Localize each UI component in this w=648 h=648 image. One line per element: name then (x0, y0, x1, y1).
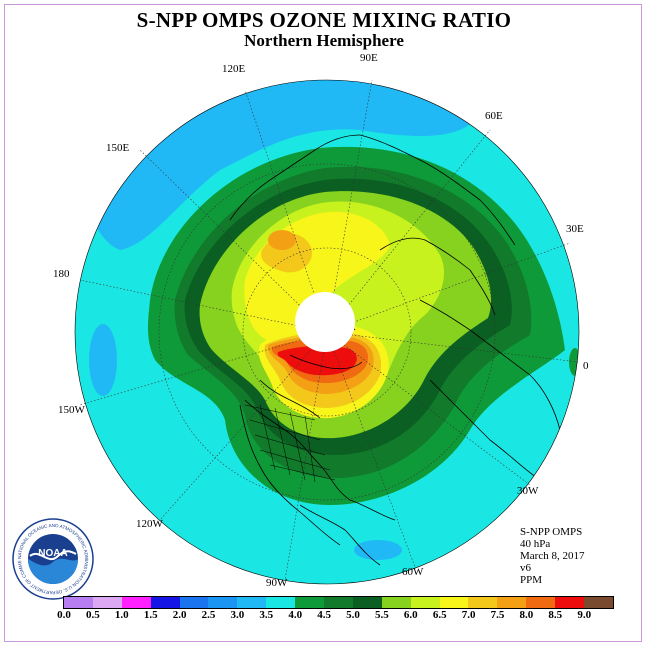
colorbar-swatch (439, 597, 469, 608)
coast-north-africa (429, 379, 541, 481)
colorbar-tick-label: 8.0 (519, 609, 534, 621)
colorbar-tick-label: 5.5 (375, 609, 389, 621)
info-version: v6 (520, 562, 531, 574)
info-instrument: S-NPP OMPS (520, 526, 583, 538)
colorbar (63, 596, 614, 609)
colorbar-swatch (526, 597, 556, 608)
colorbar-tick-label: 2.0 (172, 609, 187, 621)
coast-greenland (289, 354, 363, 370)
lon-label-150w: 150W (58, 404, 85, 416)
colorbar-swatch (237, 597, 267, 608)
field-7.5-patch (268, 230, 296, 250)
colorbar-tick-label: 6.5 (432, 609, 447, 621)
coast-north-america-west (239, 404, 341, 546)
figure-frame (4, 4, 642, 642)
info-level: 40 hPa (520, 538, 551, 550)
colorbar-swatch (266, 597, 296, 608)
lon-label-120e: 120E (222, 63, 246, 75)
lon-label-120w: 120W (136, 518, 163, 530)
colorbar-tick-label: 9.0 (577, 609, 592, 621)
lon-label-0: 0 (583, 360, 589, 372)
border-lines-latitudinal (244, 404, 336, 481)
colorbar-swatch (295, 597, 325, 608)
meridian-150w (79, 331, 328, 406)
lon-label-30w: 30W (517, 485, 539, 497)
coast-siberia (229, 134, 361, 221)
colorbar-swatch (92, 597, 122, 608)
colorbar-tick-label: 1.5 (143, 609, 158, 621)
coast-central-america (299, 504, 381, 566)
parallel-60n (242, 247, 412, 417)
logo-gull-icon (29, 550, 77, 561)
colorbar-swatch (381, 597, 411, 608)
political-borders (244, 404, 336, 483)
coast-europe-africa (419, 299, 561, 431)
meridian-90e (326, 79, 373, 333)
meridian-60e (326, 129, 491, 333)
colorbar-tick-label: 5.0 (346, 609, 360, 621)
colorbar-tick-label: 7.5 (490, 609, 505, 621)
colorbar-ticks: 0.0 0.5 1.0 1.5 2.0 2.5 3.0 3.5 4.0 4.5 5.0 5.5 6.0 6… (0, 609, 648, 623)
lon-label-90w: 90W (266, 577, 288, 589)
meridian-30e (326, 242, 571, 333)
colorbar-swatch (179, 597, 209, 608)
polar-no-data-area (295, 292, 355, 352)
colorbar-tick-label: 0.5 (86, 609, 100, 621)
lon-label-30e: 30E (566, 223, 584, 235)
meridian-0 (326, 331, 579, 363)
map-title: S-NPP OMPS OZONE MIXING RATIO (136, 8, 512, 32)
graticule (79, 79, 579, 581)
lon-label-150e: 150E (106, 142, 130, 154)
colorbar-tick-label: 3.0 (230, 609, 245, 621)
coast-north-america-east (244, 399, 396, 521)
info-date: March 8, 2017 (520, 550, 585, 562)
meridian-180 (79, 279, 328, 333)
colorbar-tick-label: 7.0 (461, 609, 476, 621)
colorbar-swatch (497, 597, 527, 608)
field-3.0-patch-west (89, 324, 117, 396)
noaa-logo: NOAA NATIONAL OCEANIC AND ATMOSPHERIC AD… (12, 518, 94, 600)
lon-label-60w: 60W (402, 566, 424, 578)
colorbar-swatch (468, 597, 498, 608)
colorbar-tick-label: 6.0 (403, 609, 418, 621)
coast-scandinavia (379, 237, 496, 316)
coast-canada (259, 379, 321, 419)
colorbar-swatch (410, 597, 440, 608)
field-3.0-patch-south (354, 540, 402, 560)
meridian-120e (244, 89, 328, 333)
colorbar-swatch (208, 597, 238, 608)
meridian-30w (326, 331, 531, 486)
logo-text: NOAA (38, 548, 67, 559)
colorbar-tick-label: 8.5 (548, 609, 563, 621)
colorbar-swatch (584, 597, 613, 608)
colorbar-tick-label: 4.5 (317, 609, 331, 621)
colorbar-tick-label: 4.0 (288, 609, 303, 621)
colorbar-swatch (150, 597, 180, 608)
info-units: PPM (520, 574, 543, 586)
colorbar-tick-label: 3.5 (259, 609, 274, 621)
border-lines-longitudinal (259, 404, 316, 483)
map-subtitle: Northern Hemisphere (244, 31, 404, 50)
colorbar-tick-label: 2.5 (201, 609, 216, 621)
lon-label-180: 180 (53, 268, 70, 280)
colorbar-tick-label: 0.0 (57, 609, 71, 621)
lon-label-90e: 90E (360, 52, 378, 64)
product-info: S-NPP OMPS 40 hPa March 8, 2017 v6 PPM (520, 526, 584, 586)
field-8.5 (277, 345, 357, 376)
colorbar-swatch (555, 597, 585, 608)
colorbar-tick-label: 1.0 (114, 609, 129, 621)
meridian-150e (139, 149, 328, 333)
logo-wave-icon (28, 558, 78, 584)
colorbar-swatch (324, 597, 353, 608)
colorbar-swatch (352, 597, 382, 608)
colorbar-swatch (121, 597, 151, 608)
field-4.0-east-edge (569, 348, 579, 376)
colorbar-swatch (64, 597, 93, 608)
coast-eurasia (359, 134, 516, 246)
lon-label-60e: 60E (485, 110, 503, 122)
parallel-30n (158, 163, 496, 501)
map-boundary (74, 79, 580, 585)
